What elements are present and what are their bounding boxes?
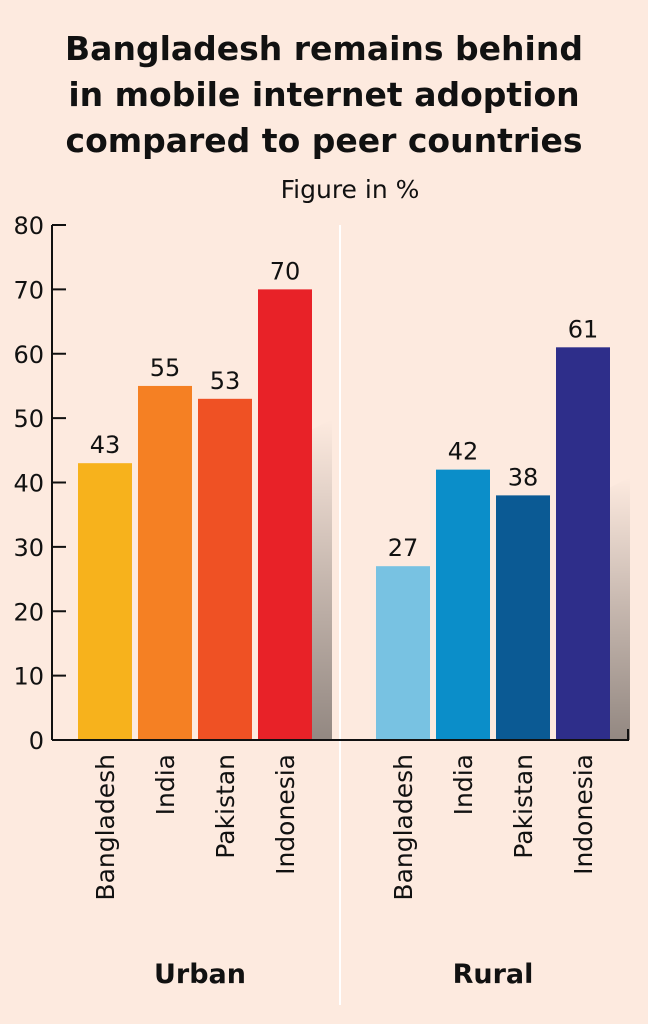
x-tick-label: India [151, 754, 180, 815]
y-tick-label: 40 [13, 470, 44, 498]
x-tick-label: Pakistan [509, 754, 538, 859]
x-tick-label: Indonesia [271, 754, 300, 875]
y-tick-label: 0 [29, 727, 44, 755]
y-tick-label: 80 [13, 212, 44, 240]
chart-title-line-1: Bangladesh remains behind [65, 29, 583, 68]
bar-shadow [312, 419, 332, 740]
bar [556, 347, 610, 740]
bar [258, 289, 312, 740]
data-label: 42 [448, 438, 479, 466]
y-tick-label: 70 [13, 276, 44, 304]
bar [496, 495, 550, 740]
y-tick-label: 20 [13, 598, 44, 626]
x-tick-label: Bangladesh [389, 754, 418, 901]
y-tick-label: 60 [13, 341, 44, 369]
y-tick-label: 50 [13, 405, 44, 433]
group-label: Urban [154, 959, 246, 990]
bar [138, 385, 192, 740]
y-tick-label: 10 [13, 663, 44, 691]
x-tick-label: Pakistan [211, 754, 240, 859]
bar [198, 398, 252, 740]
x-tick-label: Indonesia [569, 754, 598, 875]
bar [376, 566, 430, 740]
group-label: Rural [453, 959, 534, 990]
data-label: 70 [270, 257, 301, 285]
chart-title-line-2: in mobile internet adoption [68, 75, 579, 114]
data-label: 27 [388, 534, 419, 562]
bar [436, 469, 490, 740]
y-tick-label: 30 [13, 534, 44, 562]
plot-area: 0 10 20 30 40 50 60 70 80 43 Bangladesh 55 India 53 Pa… [13, 212, 630, 1005]
chart-subtitle: Figure in % [281, 175, 420, 204]
bar-shadow [610, 477, 630, 740]
data-label: 61 [568, 315, 599, 343]
data-label: 53 [210, 367, 241, 395]
bar [78, 463, 132, 740]
x-tick-label: India [449, 754, 478, 815]
chart-title-line-3: compared to peer countries [66, 121, 583, 160]
data-label: 55 [150, 354, 181, 382]
data-label: 43 [90, 431, 121, 459]
x-tick-label: Bangladesh [91, 754, 120, 901]
data-label: 38 [508, 463, 539, 491]
